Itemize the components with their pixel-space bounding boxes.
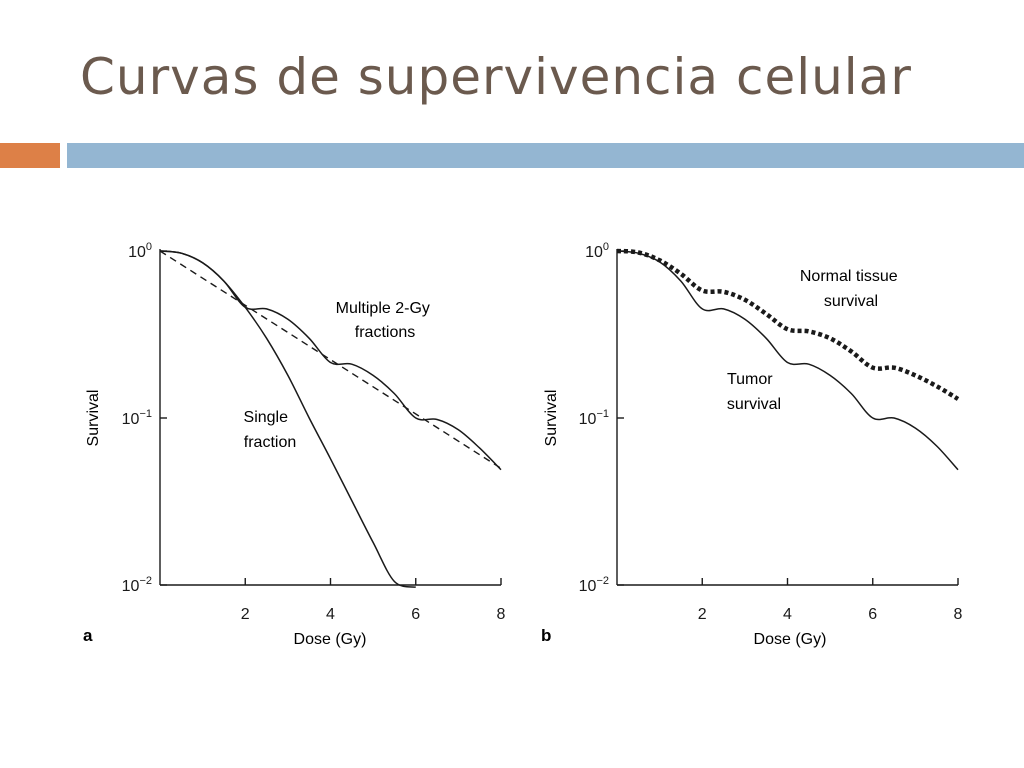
panel-label-a: a xyxy=(83,626,93,645)
chart-b-xlabel: Dose (Gy) xyxy=(754,631,827,648)
chart-b-x-tick-label: 8 xyxy=(954,606,963,623)
panel-label-b: b xyxy=(541,626,551,645)
annotation-single-fraction-line-1: Single xyxy=(244,409,289,426)
annotation-normal-tissue: Normal tissue survival xyxy=(800,268,902,310)
chart-a-y-tick-label: 10−2 xyxy=(122,575,152,595)
annotation-tumor-line-1: Tumor xyxy=(727,371,773,388)
chart-b-y-tick-label: 10−1 xyxy=(579,408,609,428)
header-bar xyxy=(67,143,1024,168)
chart-a-x-tick-label: 6 xyxy=(411,606,420,623)
chart-a-curves xyxy=(159,250,502,588)
chart-b-ylabel: Survival xyxy=(543,390,560,447)
chart-a-x-tick-label: 8 xyxy=(497,606,506,623)
chart-a-x-tick-label: 2 xyxy=(241,606,250,623)
chart-a-xlabel: Dose (Gy) xyxy=(294,631,367,648)
chart-b-x-tick-label: 4 xyxy=(783,606,792,623)
chart-b-axes: 2 4 6 8 100 10−1 10−2 xyxy=(579,241,963,623)
annotation-normal-tissue-line-2: survival xyxy=(824,293,878,310)
annotation-tumor: Tumor survival xyxy=(727,371,781,413)
chart-a-ylabel: Survival xyxy=(85,390,102,447)
chart-b-x-tick-label: 6 xyxy=(868,606,877,623)
annotation-tumor-line-2: survival xyxy=(727,396,781,413)
accent-bar xyxy=(0,143,60,168)
chart-a-y-tick-label: 10−1 xyxy=(122,408,152,428)
chart-b-series-dotted-0 xyxy=(616,248,960,401)
chart-b-x-tick-label: 2 xyxy=(698,606,707,623)
annotation-multiple-fractions-line-1: Multiple 2-Gy xyxy=(336,300,430,317)
chart-b-labels: b Dose (Gy) Survival Normal tissue survi… xyxy=(541,268,902,648)
annotation-multiple-fractions: Multiple 2-Gy fractions xyxy=(336,300,435,341)
annotation-normal-tissue-line-1: Normal tissue xyxy=(800,268,898,285)
chart-b-y-tick-label: 100 xyxy=(585,241,609,261)
slide-title: Curvas de supervivencia celular xyxy=(80,48,912,106)
chart-a-series-solid-1 xyxy=(159,250,502,471)
chart-a-x-tick-label: 4 xyxy=(326,606,335,623)
chart-a-y-tick-label: 100 xyxy=(128,241,152,261)
annotation-single-fraction-line-2: fraction xyxy=(244,434,296,451)
chart-b-y-tick-label: 10−2 xyxy=(579,575,609,595)
chart-a-labels: a Dose (Gy) Survival Multiple 2-Gy fract… xyxy=(83,300,435,648)
chart-b-series-solid-1 xyxy=(616,250,959,471)
annotation-single-fraction: Single fraction xyxy=(244,409,297,451)
annotation-multiple-fractions-line-2: fractions xyxy=(355,324,415,341)
chart-a-axes: 2 4 6 8 100 10−1 10−2 xyxy=(122,241,506,623)
chart-a-series-dashed-2 xyxy=(159,250,502,469)
chart-b-curves xyxy=(616,248,960,471)
